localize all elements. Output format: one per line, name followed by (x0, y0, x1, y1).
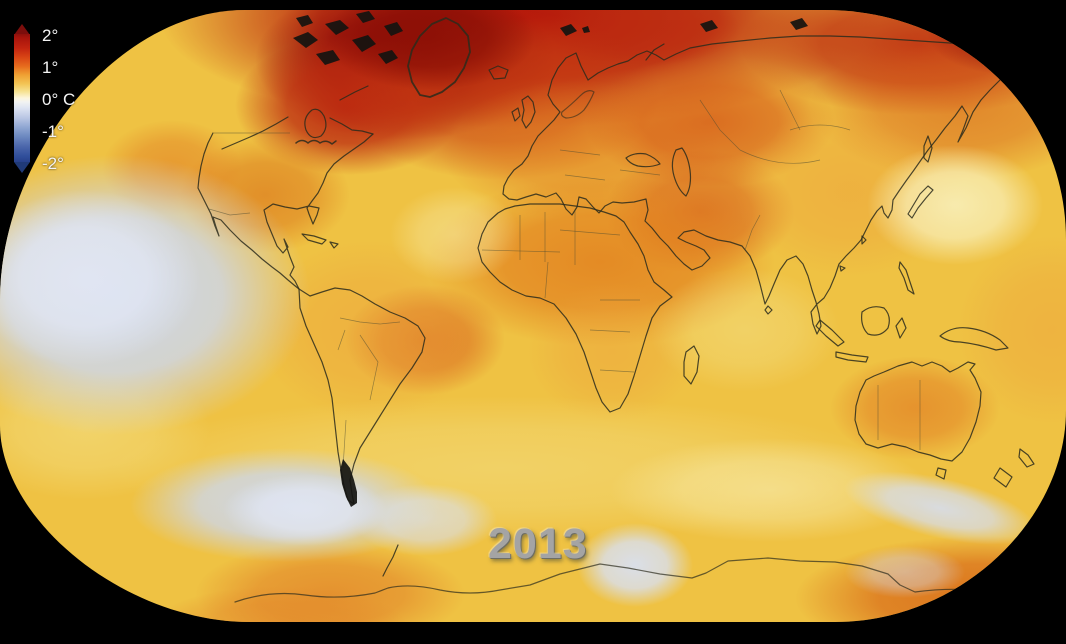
legend-colorbar (14, 24, 30, 174)
colorbar-arrow-down-icon (14, 162, 30, 173)
legend-tick-2: 2° (42, 26, 59, 45)
legend-tick-minus2: -2° (42, 154, 64, 173)
colorbar-gradient (14, 34, 30, 162)
colorbar-arrow-up-icon (14, 24, 30, 35)
legend-tick-1: 1° (42, 58, 59, 77)
year-label: 2013 (488, 520, 588, 568)
country-borders (208, 89, 921, 469)
legend-tick-minus1: -1° (42, 122, 64, 141)
coastlines (197, 17, 1043, 603)
temperature-legend: 2° 1° 0° C -1° -2° (12, 24, 122, 184)
legend-tick-0c: 0° C (42, 90, 76, 109)
ice-islands (293, 11, 808, 507)
